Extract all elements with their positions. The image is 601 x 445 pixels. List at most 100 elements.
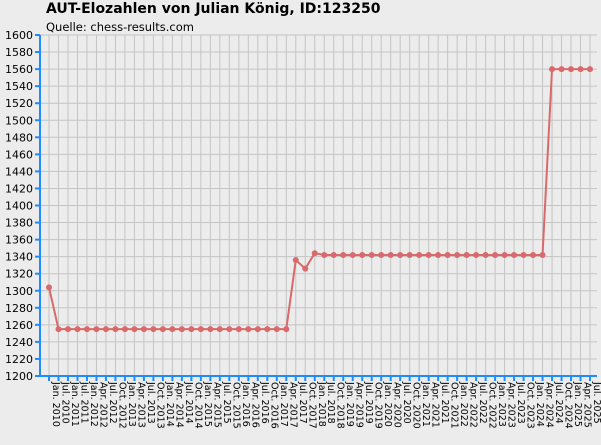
data-point: [178, 326, 185, 333]
data-point: [93, 326, 100, 333]
data-point: [558, 66, 565, 73]
x-tick-label: Oct. 2012: [116, 382, 127, 429]
x-tick-label: Jan. 2010: [50, 381, 61, 427]
data-point: [264, 326, 271, 333]
y-tick-label: 1360: [5, 234, 33, 247]
x-tick-label: Jan. 2016: [240, 381, 251, 427]
data-point: [387, 251, 394, 258]
data-point: [473, 251, 480, 258]
y-tick-label: 1500: [5, 114, 33, 127]
x-tick-label: Jul. 2022: [477, 381, 488, 424]
y-tick-label: 1240: [5, 336, 33, 349]
data-point: [46, 284, 52, 291]
x-tick-label: Jan. 2019: [344, 381, 355, 427]
x-tick-label: Apr. 2016: [249, 382, 260, 428]
x-tick-label: Apr. 2024: [544, 382, 555, 428]
x-tick-label: Jul. 2015: [221, 381, 232, 424]
data-point: [501, 251, 508, 258]
x-tick-label: Oct. 2020: [411, 382, 422, 429]
data-point: [55, 326, 62, 333]
x-tick-label: Oct. 2015: [230, 382, 241, 429]
y-tick-label: 1560: [5, 63, 33, 76]
data-point: [292, 257, 299, 264]
x-tick-label: Jan. 2020: [382, 381, 393, 427]
data-point: [302, 265, 309, 272]
x-tick-label: Apr. 2012: [97, 382, 108, 428]
x-tick-label: Jul. 2014: [183, 381, 194, 424]
x-tick-label: Jan. 2018: [316, 381, 327, 427]
data-point: [349, 251, 356, 258]
x-tick-label: Jul. 2011: [78, 381, 89, 424]
y-tick-label: 1260: [5, 319, 33, 332]
x-tick-label: Jan. 2011: [69, 381, 80, 427]
x-tick-label: Apr. 2022: [468, 382, 479, 428]
chart-subtitle: Quelle: chess-results.com: [46, 20, 194, 34]
chart-title: AUT-Elozahlen von Julian König, ID:12325…: [46, 1, 381, 17]
data-point: [577, 66, 584, 73]
x-tick-label: Oct. 2021: [449, 382, 460, 429]
x-tick-label: Oct. 2023: [525, 382, 536, 429]
y-tick-label: 1280: [5, 302, 33, 315]
x-tick-label: Jul. 2010: [59, 381, 70, 424]
data-point: [245, 326, 252, 333]
x-tick-label: Apr. 2013: [135, 382, 146, 428]
x-tick-label: Jul. 2025: [591, 381, 601, 424]
data-point: [159, 326, 166, 333]
x-tick-label: Jul. 2024: [553, 381, 564, 424]
y-tick-label: 1220: [5, 353, 33, 366]
data-point: [520, 251, 527, 258]
x-tick-label: Apr. 2021: [430, 382, 441, 428]
x-tick-label: Apr. 2020: [392, 382, 403, 428]
data-point: [492, 251, 499, 258]
x-tick-label: Jan. 2022: [458, 381, 469, 427]
y-tick-label: 1420: [5, 182, 33, 195]
y-tick-label: 1440: [5, 165, 33, 178]
data-point: [207, 326, 214, 333]
x-tick-label: Oct. 2022: [487, 382, 498, 429]
x-tick-label: Oct. 2013: [154, 382, 165, 429]
x-tick-label: Jan. 2012: [88, 381, 99, 427]
data-point: [406, 251, 413, 258]
data-point: [140, 326, 147, 333]
y-tick-label: 1320: [5, 268, 33, 281]
x-tick-label: Oct. 2016: [268, 382, 279, 429]
data-point: [226, 326, 233, 333]
data-point: [378, 251, 385, 258]
data-point: [511, 251, 518, 258]
data-point: [444, 251, 451, 258]
data-point: [188, 326, 195, 333]
y-tick-label: 1600: [5, 29, 33, 42]
data-point: [83, 326, 90, 333]
data-point: [435, 251, 442, 258]
x-tick-label: Jul. 2012: [107, 381, 118, 424]
x-tick-label: Jul. 2018: [325, 381, 336, 424]
x-tick-label: Oct. 2019: [373, 382, 384, 429]
x-tick-label: Jul. 2019: [363, 381, 374, 424]
data-point: [530, 251, 537, 258]
y-tick-label: 1580: [5, 46, 33, 59]
data-point: [254, 326, 261, 333]
data-point: [340, 251, 347, 258]
y-tick-label: 1480: [5, 131, 33, 144]
data-point: [425, 251, 432, 258]
series-line: [48, 68, 590, 331]
data-point: [112, 326, 119, 333]
data-point: [216, 326, 223, 333]
x-tick-label: Jul. 2013: [145, 381, 156, 424]
x-tick-label: Jul. 2023: [515, 381, 526, 424]
x-tick-label: Apr. 2025: [582, 382, 593, 428]
x-tick-label: Jul. 2017: [297, 381, 308, 424]
x-tick-label: Jul. 2020: [401, 381, 412, 424]
data-point: [169, 326, 176, 333]
data-point: [273, 326, 280, 333]
x-tick-label: Oct. 2018: [335, 382, 346, 429]
data-point: [482, 251, 489, 258]
x-tick-label: Jan. 2013: [126, 381, 137, 427]
data-point: [454, 251, 461, 258]
data-point: [311, 250, 318, 257]
data-point: [74, 326, 81, 333]
x-tick-label: Jan. 2021: [420, 381, 431, 427]
data-point: [197, 326, 204, 333]
y-tick-label: 1340: [5, 251, 33, 264]
